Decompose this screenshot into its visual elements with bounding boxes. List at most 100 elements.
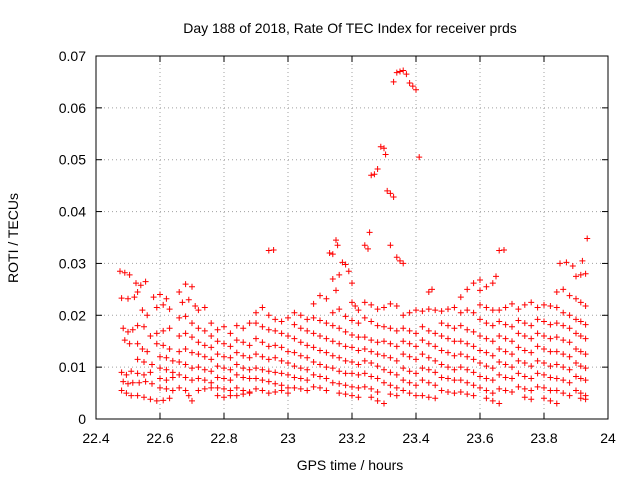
data-point xyxy=(342,313,349,320)
data-point xyxy=(577,363,584,370)
data-point xyxy=(381,366,387,373)
data-point xyxy=(541,345,547,352)
data-point xyxy=(419,365,426,372)
data-point xyxy=(153,304,160,311)
data-point xyxy=(406,79,413,86)
data-point xyxy=(425,394,432,401)
data-point xyxy=(502,348,509,355)
data-point xyxy=(291,374,298,381)
data-point xyxy=(432,382,439,389)
data-point xyxy=(496,318,503,325)
data-point xyxy=(169,374,176,381)
data-point xyxy=(163,354,170,361)
data-point xyxy=(451,377,458,384)
data-point xyxy=(560,390,567,397)
data-point xyxy=(176,384,183,391)
data-point xyxy=(457,338,464,345)
data-point xyxy=(259,323,266,330)
data-point xyxy=(553,334,560,341)
data-point xyxy=(285,333,291,340)
data-point xyxy=(120,378,127,385)
data-point xyxy=(400,325,407,332)
data-point xyxy=(291,309,298,316)
data-point xyxy=(214,326,221,333)
data-point xyxy=(291,321,298,328)
data-point xyxy=(400,365,407,372)
data-point xyxy=(577,318,584,325)
data-point xyxy=(333,237,339,244)
data-point xyxy=(349,392,355,399)
x-tick-label: 23.8 xyxy=(530,430,557,446)
data-point xyxy=(496,345,503,352)
data-point xyxy=(285,371,291,378)
data-point xyxy=(233,361,240,368)
data-point xyxy=(123,371,130,378)
data-point xyxy=(297,352,304,359)
data-point xyxy=(387,382,394,389)
data-point xyxy=(582,396,589,403)
data-point xyxy=(464,366,471,373)
data-point xyxy=(240,365,247,372)
data-point xyxy=(278,370,285,377)
x-axis-label: GPS time / hours xyxy=(297,457,404,473)
data-point xyxy=(400,312,407,319)
data-point xyxy=(393,357,400,364)
data-point xyxy=(233,392,240,399)
ticks: 22.4 22.6 22.8 23 23.2 23.4 23.6 23.8 24 0 0.01 0.0… xyxy=(59,48,616,446)
data-point xyxy=(381,145,387,152)
data-point xyxy=(438,374,445,381)
data-point xyxy=(310,344,317,351)
data-point xyxy=(553,320,560,327)
data-point xyxy=(233,349,240,356)
data-point xyxy=(483,320,490,327)
data-point xyxy=(120,325,127,332)
data-point xyxy=(560,309,567,316)
data-point xyxy=(419,323,426,330)
data-point xyxy=(141,323,147,330)
data-point xyxy=(438,333,445,340)
data-point xyxy=(573,373,579,380)
data-point xyxy=(483,395,490,402)
data-point xyxy=(310,383,317,390)
data-point xyxy=(147,396,154,403)
data-point xyxy=(406,327,413,334)
data-point xyxy=(477,347,483,354)
data-point xyxy=(560,377,567,384)
data-point xyxy=(176,371,183,378)
data-point xyxy=(201,353,208,360)
data-point xyxy=(470,280,477,287)
data-point xyxy=(553,387,560,394)
data-point xyxy=(227,392,234,399)
data-point xyxy=(393,69,400,76)
data-point xyxy=(403,71,410,78)
data-point xyxy=(189,349,195,356)
data-point xyxy=(573,316,579,323)
data-point xyxy=(445,349,451,356)
data-point xyxy=(272,389,279,396)
data-point xyxy=(227,377,234,384)
data-point xyxy=(278,357,285,364)
data-point xyxy=(483,335,490,342)
data-point xyxy=(464,353,471,360)
data-point xyxy=(352,302,359,309)
data-point xyxy=(377,143,384,150)
data-point xyxy=(553,304,560,311)
x-tick-label: 22.6 xyxy=(146,430,173,446)
data-point xyxy=(166,325,173,332)
data-point xyxy=(310,300,317,307)
data-point xyxy=(387,340,394,347)
data-point xyxy=(577,390,584,397)
data-point xyxy=(246,366,253,373)
data-point xyxy=(393,254,400,261)
data-point xyxy=(393,327,400,334)
data-point xyxy=(483,304,490,311)
data-point xyxy=(182,345,189,352)
data-point xyxy=(163,385,170,392)
data-point xyxy=(515,344,522,351)
data-point xyxy=(189,365,195,372)
data-point xyxy=(214,384,221,391)
data-point xyxy=(342,343,349,350)
data-point xyxy=(560,351,567,358)
data-point xyxy=(451,325,458,332)
data-point xyxy=(573,387,579,394)
